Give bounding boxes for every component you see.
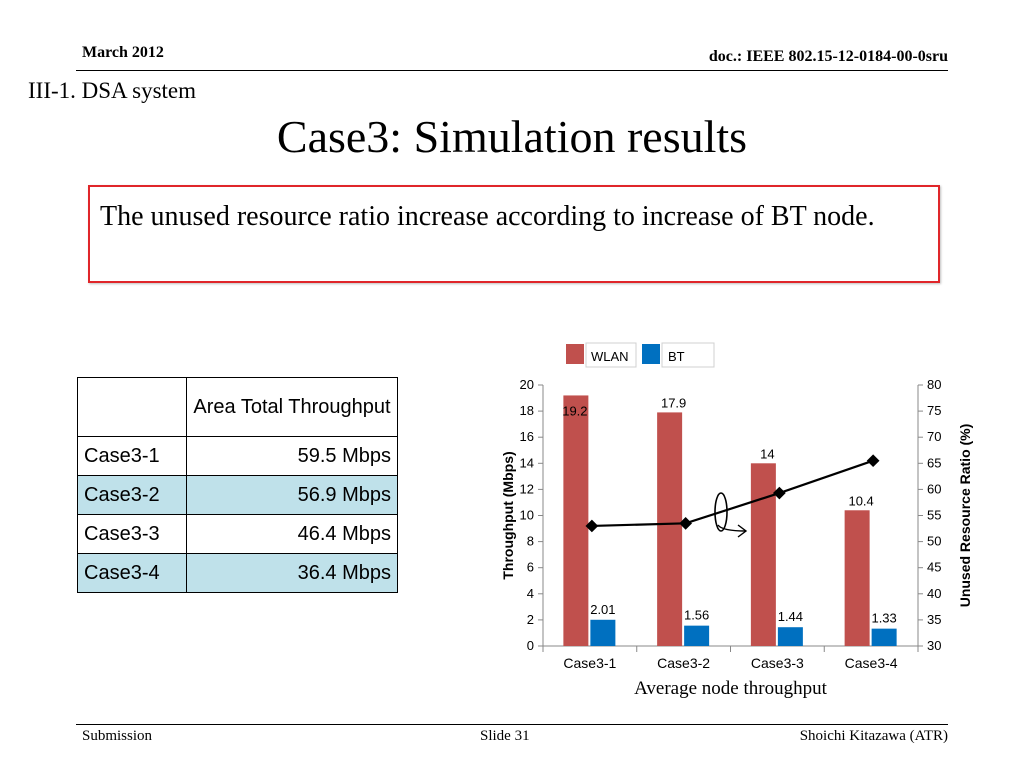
y-tick-label: 18 (520, 403, 534, 418)
bar-wlan (844, 510, 870, 646)
slide-title: Case3: Simulation results (276, 111, 748, 162)
y2-tick-label: 35 (927, 612, 941, 627)
bar-bt (871, 628, 897, 646)
legend-swatch-wlan (566, 344, 584, 364)
y-tick-label: 10 (520, 508, 534, 523)
footer-divider (76, 724, 948, 725)
bar-wlan (750, 463, 776, 646)
y-tick-label: 4 (527, 586, 534, 601)
footer-author: Shoichi Kitazawa (ATR) (799, 728, 948, 744)
data-label-wlan: 17.9 (661, 395, 686, 410)
unused-ratio-point (866, 454, 880, 468)
y-tick-label: 12 (520, 481, 534, 496)
table-cell-value: 59.5 Mbps (186, 436, 398, 476)
y2-axis-title: Unused Resource Ratio (%) (957, 424, 973, 608)
legend-swatch-bt (642, 344, 660, 364)
header-divider (76, 70, 948, 71)
table-cell-case: Case3-4 (77, 553, 187, 593)
y2-tick-label: 70 (927, 429, 941, 444)
y-tick-label: 2 (527, 612, 534, 627)
unused-ratio-line (591, 459, 874, 528)
y-tick-label: 14 (520, 455, 534, 470)
callout-box: The unused resource ratio increase accor… (88, 185, 940, 283)
y2-tick-label: 45 (927, 560, 941, 575)
table-cell-case: Case3-3 (77, 514, 187, 554)
y2-tick-label: 30 (927, 638, 941, 653)
bar-bt (590, 619, 616, 646)
callout-text: The unused resource ratio increase accor… (100, 201, 875, 232)
table-header-row: Area Total Throughput (77, 377, 398, 437)
data-label-bt: 1.56 (684, 608, 709, 623)
data-label-wlan: 19.2 (562, 403, 587, 418)
x-tick-label: Case3-3 (751, 655, 804, 671)
footer-slide-number: Slide 31 (480, 728, 530, 744)
y-tick-label: 6 (527, 560, 534, 575)
header-date: March 2012 (82, 44, 164, 61)
y-tick-label: 20 (520, 377, 534, 392)
data-label-bt: 2.01 (590, 602, 615, 617)
x-tick-label: Case3-2 (657, 655, 710, 671)
bar-bt (684, 625, 710, 646)
data-label-bt: 1.33 (871, 611, 896, 626)
bar-wlan (657, 412, 683, 646)
y2-tick-label: 65 (927, 455, 941, 470)
table-cell-case: Case3-2 (77, 475, 187, 515)
bar-wlan (563, 395, 589, 646)
y2-tick-label: 50 (927, 534, 941, 549)
legend-label-wlan: WLAN (591, 349, 629, 364)
legend-label-bt: BT (668, 349, 685, 364)
y2-tick-label: 75 (927, 403, 941, 418)
table-cell-value: 46.4 Mbps (186, 514, 398, 554)
legend-box-wlan (585, 342, 637, 368)
bar-bt (777, 627, 803, 646)
y-axis-title: Throughput (Mbps) (500, 451, 516, 579)
x-tick-label: Case3-1 (563, 655, 616, 671)
throughput-table: Area Total Throughput Case3-1 59.5 Mbps … (77, 377, 398, 593)
x-axis-title: Average node throughput (634, 678, 827, 699)
data-label-wlan: 10.4 (848, 493, 873, 508)
y2-tick-label: 80 (927, 377, 941, 392)
legend-box-bt (661, 342, 715, 368)
table-header-empty (77, 377, 187, 437)
axis-indicator-arrow-head (737, 524, 748, 538)
axis-indicator-arrow-shaft (717, 524, 747, 532)
table-cell-value: 56.9 Mbps (186, 475, 398, 515)
table-row: Case3-1 59.5 Mbps (77, 436, 398, 476)
data-label-bt: 1.44 (778, 609, 803, 624)
table-row: Case3-2 56.9 Mbps (77, 475, 398, 515)
y2-tick-label: 55 (927, 508, 941, 523)
table-row: Case3-4 36.4 Mbps (77, 553, 398, 593)
axis-indicator-ellipse (714, 492, 728, 532)
throughput-chart: 0 2 4 6 8 10 12 14 16 18 20 30 35 40 45 50 55 60 65 70 75 80 1… (500, 342, 973, 699)
table-row: Case3-3 46.4 Mbps (77, 514, 398, 554)
section-label: III-1. DSA system (28, 78, 197, 103)
data-label-wlan: 14 (760, 446, 774, 461)
y2-tick-label: 40 (927, 586, 941, 601)
header-doc-id: doc.: IEEE 802.15-12-0184-00-0sru (708, 48, 948, 65)
table-header-throughput: Area Total Throughput (186, 377, 398, 437)
y-tick-label: 0 (527, 638, 534, 653)
footer-submission: Submission (82, 728, 153, 744)
y-tick-label: 8 (527, 534, 534, 549)
y-tick-label: 16 (520, 429, 534, 444)
table-cell-value: 36.4 Mbps (186, 553, 398, 593)
x-tick-label: Case3-4 (845, 655, 898, 671)
y2-tick-label: 60 (927, 481, 941, 496)
table-cell-case: Case3-1 (77, 436, 187, 476)
